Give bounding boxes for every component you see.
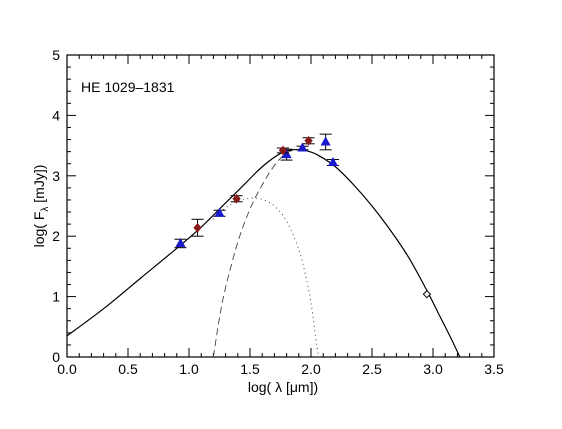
model-curve-dashed [212, 148, 299, 358]
triangle-marker [320, 136, 331, 146]
x-tick-label: 3.5 [484, 361, 504, 377]
x-axis-label: log( λ [μm]) [248, 379, 318, 395]
y-axis-label: log( Fλ [mJy]) [31, 165, 51, 248]
x-tick-label: 2.5 [362, 361, 382, 377]
data-point-triangle [326, 156, 339, 167]
triangle-marker [281, 149, 292, 159]
data-point-diamond [276, 145, 289, 156]
x-tick-label: 1.5 [240, 361, 260, 377]
x-tick-label: 3.0 [423, 361, 443, 377]
x-tick-label: 0.5 [118, 361, 138, 377]
data-point-triangle [319, 133, 332, 151]
y-tick-label: 4 [52, 107, 60, 123]
data-point-triangle [213, 207, 226, 217]
y-axis-label-suffix: [mJy]) [31, 165, 47, 207]
y-tick-label: 2 [52, 228, 60, 244]
y-tick-label: 5 [52, 47, 60, 63]
data-point-triangle [280, 148, 293, 161]
triangle-marker [214, 207, 225, 217]
y-axis-label-subscript: λ [40, 207, 51, 212]
chart-annotation: HE 1029–1831 [81, 79, 175, 95]
x-tick-label: 1.0 [179, 361, 199, 377]
plot-frame [66, 54, 495, 358]
model-curve-dotted [213, 197, 321, 358]
diamond-marker [193, 222, 202, 233]
y-axis-ticks: 0 1 2 3 4 5 [52, 47, 494, 365]
data-point-diamond [230, 193, 243, 204]
diamond-marker [278, 145, 288, 156]
y-tick-label: 0 [52, 349, 60, 365]
data-point-diamond [302, 136, 315, 146]
y-axis-label-prefix: log( F [31, 212, 47, 248]
triangle-marker [175, 237, 186, 247]
model-curve-solid [66, 148, 461, 358]
y-tick-label: 1 [52, 289, 60, 305]
diamond-marker [232, 193, 241, 204]
y-tick-label: 3 [52, 168, 60, 184]
x-tick-label: 2.0 [301, 361, 321, 377]
data-points [174, 133, 432, 299]
data-point-diamond-open [422, 289, 432, 299]
open-diamond-marker [422, 289, 432, 299]
triangle-marker [327, 156, 339, 167]
data-point-triangle [296, 142, 309, 152]
data-point-diamond [191, 218, 204, 237]
diamond-marker [304, 136, 313, 146]
triangle-marker [297, 142, 308, 152]
data-point-triangle [174, 237, 187, 249]
x-axis-ticks: 0.0 0.5 1.0 1.5 2.0 2.5 3.0 3.5 [57, 55, 504, 377]
plot-frame-group [66, 54, 495, 358]
x-tick-label: 0.0 [57, 361, 77, 377]
model-curves [66, 148, 461, 358]
